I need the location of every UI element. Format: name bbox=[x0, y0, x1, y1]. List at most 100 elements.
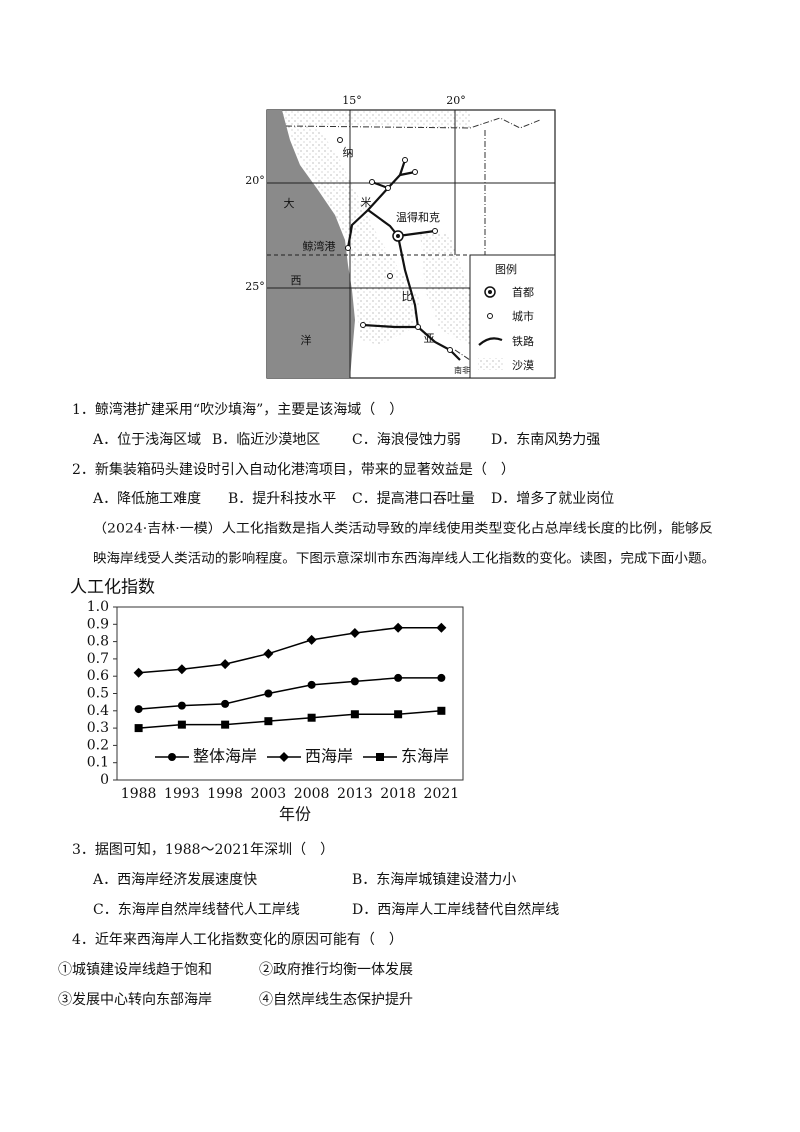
option: C．东海岸自然岸线替代人工岸线 bbox=[93, 901, 300, 918]
option: B．提升科技水平 bbox=[228, 491, 336, 507]
capital bbox=[396, 234, 400, 238]
ocean bbox=[267, 110, 355, 378]
option: ③发展中心转向东部海岸 bbox=[58, 992, 212, 1008]
marker bbox=[264, 689, 273, 698]
y-tick-label: 0.3 bbox=[87, 720, 109, 736]
x-tick-label: 1993 bbox=[164, 786, 200, 802]
map-label: 比 bbox=[402, 290, 413, 303]
marker bbox=[264, 717, 273, 726]
option: ②政府推行均衡一体发展 bbox=[259, 962, 413, 978]
y-tick-label: 0 bbox=[100, 772, 109, 788]
marker bbox=[134, 705, 143, 714]
map-label: 20° bbox=[446, 94, 466, 107]
option: D．西海岸人工岸线替代自然岸线 bbox=[352, 901, 559, 918]
marker bbox=[349, 627, 360, 638]
option: C．海浪侵蚀力弱 bbox=[352, 431, 461, 448]
legend-title: 图例 bbox=[495, 262, 517, 276]
marker bbox=[394, 673, 403, 682]
marker bbox=[177, 720, 186, 729]
marker bbox=[221, 720, 230, 729]
marker bbox=[393, 622, 404, 633]
map-label: 纳 bbox=[343, 146, 354, 159]
series-line bbox=[138, 710, 442, 729]
marker bbox=[436, 622, 447, 633]
cities bbox=[337, 137, 453, 353]
marker bbox=[437, 706, 446, 715]
option: D．东南风势力强 bbox=[491, 432, 600, 448]
y-tick-label: 0.5 bbox=[87, 686, 109, 702]
x-tick-label: 2018 bbox=[380, 786, 416, 802]
y-tick-label: 0.8 bbox=[87, 634, 109, 650]
marker bbox=[176, 664, 187, 675]
legend-label: 首都 bbox=[512, 285, 534, 299]
option: A．西海岸经济发展速度快 bbox=[92, 872, 257, 888]
desert bbox=[282, 110, 470, 128]
option: ④自然岸线生态保护提升 bbox=[259, 991, 413, 1008]
legend-symbol bbox=[478, 337, 503, 346]
legend-label: 西海岸 bbox=[305, 747, 353, 766]
x-axis-title: 年份 bbox=[279, 805, 311, 824]
series-line bbox=[138, 677, 442, 710]
x-tick-label: 2021 bbox=[424, 786, 460, 802]
option: ①城镇建设岸线趋于饱和 bbox=[58, 962, 212, 978]
x-tick-label: 2008 bbox=[294, 786, 330, 802]
option: C．提高港口吞吐量 bbox=[352, 490, 475, 507]
passage: （2024·吉林·一模）人工化指数是指人类活动导致的岸线使用类型变化占总岸线长度… bbox=[93, 521, 713, 537]
line-chart: 人工化指数 年份 00.1 0.20.30.40.5 0.60.70.8 0.91.0… bbox=[70, 578, 464, 824]
question-stem: 1．鲸湾港扩建采用“吹沙填海”，主要是该海域（ ） bbox=[72, 401, 403, 418]
legend-label: 东海岸 bbox=[401, 747, 449, 766]
y-tick-label: 0.2 bbox=[87, 737, 109, 753]
map-label: 温得和克 bbox=[396, 211, 440, 224]
marker bbox=[437, 673, 446, 682]
marker bbox=[307, 680, 316, 689]
option: A．降低施工难度 bbox=[92, 491, 201, 507]
map-label: 西 bbox=[291, 274, 302, 287]
marker bbox=[394, 710, 403, 719]
y-tick-label: 1.0 bbox=[87, 599, 109, 615]
option: D．增多了就业岗位 bbox=[491, 490, 614, 507]
legend-marker bbox=[168, 753, 176, 761]
x-tick-label: 1998 bbox=[207, 786, 243, 802]
legend-label: 铁路 bbox=[512, 335, 534, 348]
question-stem: 4．近年来西海岸人工化指数变化的原因可能有（ ） bbox=[72, 932, 403, 948]
legend-symbol bbox=[487, 313, 493, 319]
y-tick-label: 0.1 bbox=[87, 755, 109, 771]
marker bbox=[350, 677, 359, 686]
map-label: 米 bbox=[361, 196, 372, 209]
marker bbox=[306, 634, 317, 645]
legend-box bbox=[469, 254, 556, 379]
marker bbox=[221, 699, 230, 708]
question-stem: 2．新集装箱码头建设时引入自动化港湾项目，带来的显著效益是（ ） bbox=[72, 461, 515, 478]
railway bbox=[346, 159, 461, 361]
map-label: 20° bbox=[245, 174, 265, 187]
option: B．东海岸城镇建设潜力小 bbox=[352, 872, 516, 888]
marker bbox=[177, 701, 186, 710]
y-tick-label: 0.7 bbox=[87, 651, 109, 667]
question-stem: 3．据图可知，1988～2021年深圳（ ） bbox=[72, 841, 334, 858]
legend-label: 整体海岸 bbox=[193, 747, 257, 766]
passage: 映海岸线受人类活动的影响程度。下图示意深圳市东西海岸线人工化指数的变化。读图，完… bbox=[93, 551, 715, 567]
legend-label: 城市 bbox=[512, 309, 534, 323]
y-tick-label: 0.9 bbox=[87, 616, 109, 632]
x-tick-label: 1988 bbox=[121, 786, 157, 802]
marker bbox=[307, 713, 316, 722]
marker bbox=[134, 724, 143, 733]
marker bbox=[263, 648, 274, 659]
questions-2: 3．据图可知，1988～2021年深圳（ ） A．西海岸经济发展速度快 B．东海… bbox=[58, 841, 559, 1008]
map-label: 洋 bbox=[301, 333, 312, 347]
option: A．位于浅海区域 bbox=[92, 432, 201, 448]
legend-marker bbox=[279, 752, 289, 762]
option: B．临近沙漠地区 bbox=[212, 432, 320, 448]
y-tick-label: 0.6 bbox=[87, 668, 109, 684]
map: 15° 20° 20° 25° 纳 大 米 温得和克 鲸湾港 西 比 洋 亚 南… bbox=[245, 94, 556, 379]
legend-symbol bbox=[478, 358, 504, 370]
y-tick-label: 0.4 bbox=[87, 703, 109, 719]
map-label: 大 bbox=[284, 196, 295, 210]
legend-label: 沙漠 bbox=[512, 359, 534, 372]
legend-marker bbox=[376, 753, 384, 761]
x-tick-label: 2003 bbox=[251, 786, 287, 802]
marker bbox=[220, 659, 231, 670]
border bbox=[285, 117, 541, 361]
map-label: 南非 bbox=[454, 365, 470, 375]
